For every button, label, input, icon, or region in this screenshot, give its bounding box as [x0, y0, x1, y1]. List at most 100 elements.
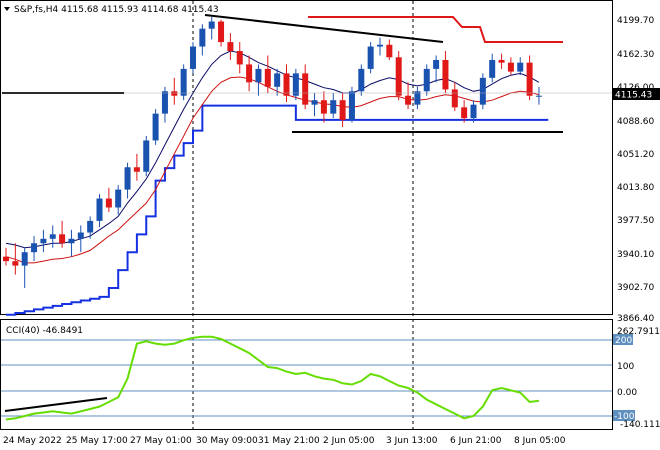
candle-body	[12, 261, 19, 266]
price-tick: 4199.70	[617, 16, 654, 26]
candle-body	[461, 107, 468, 119]
candle-body	[171, 91, 178, 96]
candle-body	[264, 68, 271, 87]
candle-body	[517, 62, 524, 72]
time-label: 2 Jun 05:00	[323, 436, 375, 446]
candle-body	[152, 113, 159, 141]
candle-body	[161, 91, 168, 114]
cci-trendline[interactable]	[4, 397, 108, 412]
candle-body	[526, 62, 533, 96]
candle-body	[479, 77, 486, 105]
price-panel-frame	[0, 0, 613, 315]
candle-body	[395, 57, 402, 96]
candle-body	[283, 73, 290, 96]
time-label: 31 May 21:00	[258, 436, 320, 446]
cci-level-badge	[613, 410, 635, 421]
fast-ma-line	[5, 50, 540, 249]
candle-body	[133, 167, 140, 172]
candle-body	[377, 44, 383, 47]
price-tick: 3866.40	[617, 314, 654, 324]
time-label: 30 May 09:00	[196, 436, 258, 446]
price-tick: 4162.30	[617, 50, 654, 60]
candle-body	[49, 234, 56, 239]
time-label: 8 Jun 05:00	[514, 436, 566, 446]
candle-body	[320, 100, 327, 114]
candle-body	[105, 198, 112, 208]
candle-body	[208, 21, 215, 29]
candle-body	[227, 42, 234, 52]
candle-body	[31, 243, 38, 253]
candle-body	[535, 95, 542, 97]
candle-body	[311, 100, 318, 105]
candle-body	[143, 140, 150, 172]
candle-body	[218, 21, 225, 43]
candle-body	[40, 238, 47, 244]
candle-body	[414, 91, 421, 105]
slow-ma-line	[5, 76, 540, 264]
candle-body	[255, 68, 262, 83]
candle-body	[246, 64, 253, 83]
candle-body	[124, 167, 131, 190]
time-axis: 24 May 2022 25 May 17:00 27 May 01:00 30…	[3, 436, 566, 446]
candle-body	[339, 100, 346, 120]
candle-body	[423, 68, 430, 92]
candle-body	[386, 44, 393, 58]
cci-level-label: 0.00	[617, 388, 637, 398]
candle-body	[358, 68, 365, 92]
moving-averages	[5, 50, 540, 264]
candle-body	[21, 252, 28, 266]
resistance-trendline[interactable]	[204, 14, 444, 43]
price-tick: 3902.70	[617, 283, 654, 293]
current-price-label: 4115.43	[615, 91, 652, 101]
candle-body	[59, 234, 66, 244]
candle-body	[190, 46, 196, 69]
candle-body	[274, 73, 281, 87]
time-label: 27 May 01:00	[130, 436, 192, 446]
candle-body	[68, 238, 75, 244]
candle-body	[180, 68, 187, 96]
candle-body	[3, 256, 9, 262]
price-tick: 3940.10	[617, 250, 654, 260]
current-price-badge	[613, 88, 660, 100]
upper-envelope	[308, 16, 563, 43]
price-tick: 3977.50	[617, 216, 654, 226]
time-label: 25 May 17:00	[66, 436, 128, 446]
cci-line	[5, 335, 540, 421]
candlesticks	[3, 17, 542, 288]
price-tick: 4051.20	[617, 150, 654, 160]
cci-level-label: 200	[615, 336, 632, 346]
candle-body	[507, 62, 514, 72]
candle-body	[348, 91, 355, 120]
candle-body	[87, 220, 94, 233]
symbol-info: S&P,fs,H4 4115.68 4115.93 4114.68 4115.4…	[14, 5, 219, 15]
time-label: 24 May 2022	[3, 436, 62, 446]
cci-series	[5, 335, 540, 421]
candle-body	[96, 198, 103, 221]
cci-panel-frame	[0, 319, 613, 430]
candle-body	[433, 59, 440, 69]
candle-body	[115, 189, 122, 208]
time-label: 3 Jun 13:00	[386, 436, 438, 446]
time-label: 6 Jun 21:00	[450, 436, 502, 446]
candle-body	[470, 104, 477, 119]
candle-body	[77, 232, 84, 239]
price-axis: 4199.70 4162.30 4126.00 4088.60 4051.20 …	[617, 16, 654, 324]
envelope-lines	[6, 16, 563, 316]
dropdown-arrow-icon[interactable]	[4, 7, 10, 11]
candle-body	[442, 59, 449, 90]
candle-body	[405, 95, 412, 105]
cci-level-label: 100	[617, 362, 634, 372]
candle-body	[367, 46, 374, 69]
lower-envelope	[6, 104, 549, 316]
candle-body	[451, 89, 458, 108]
cci-max-label: 262.7911	[617, 327, 660, 337]
cci-title: CCI(40) -46.8491	[6, 326, 83, 336]
price-tick: 4088.60	[617, 117, 654, 127]
candle-body	[236, 51, 243, 65]
price-tick: 4013.80	[617, 183, 654, 193]
candle-body	[489, 59, 496, 78]
candle-body	[199, 28, 206, 47]
candle-body	[302, 73, 309, 105]
